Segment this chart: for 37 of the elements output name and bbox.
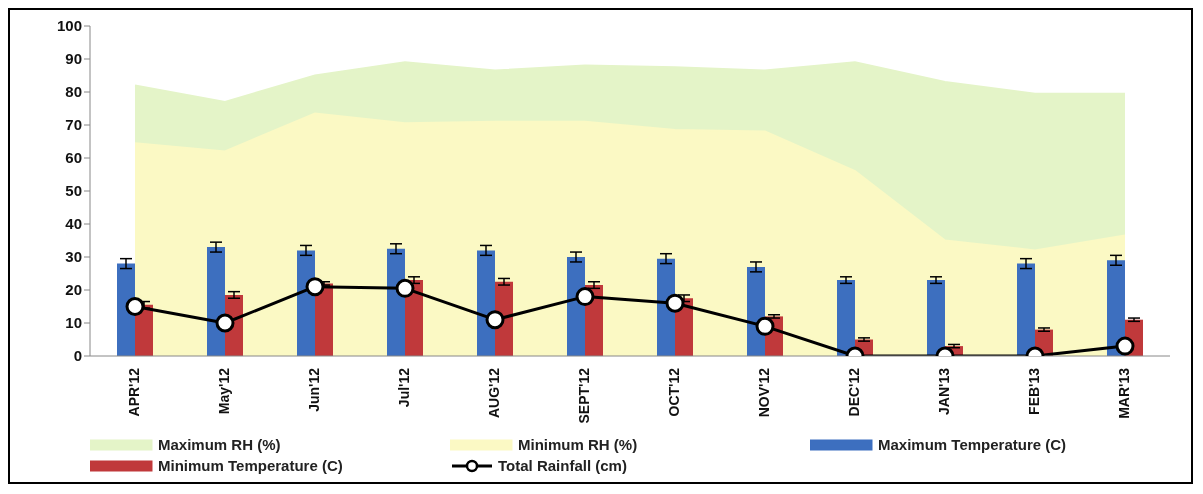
- legend-label: Total Rainfall (cm): [498, 457, 627, 474]
- x-tick-label: AUG'12: [485, 367, 502, 419]
- y-tick-label: 10: [65, 314, 82, 332]
- y-tick-label: 90: [65, 50, 82, 68]
- bar: [477, 250, 495, 356]
- y-tick-label: 70: [65, 116, 82, 134]
- bar: [297, 250, 315, 356]
- x-tick-label: APR'12: [125, 367, 142, 417]
- bar: [1017, 263, 1035, 356]
- y-tick-label: 100: [56, 17, 82, 35]
- y-tick-label: 50: [65, 182, 82, 200]
- bar: [1107, 260, 1125, 356]
- legend-label: Maximum RH (%): [158, 436, 281, 453]
- bar: [117, 263, 135, 356]
- y-tick-label: 20: [65, 281, 82, 299]
- bar: [387, 248, 405, 356]
- x-tick-label: OCT'12: [665, 367, 682, 417]
- bar: [567, 257, 585, 356]
- y-tick-label: 40: [65, 215, 82, 233]
- legend-label: Maximum Temperature (C): [878, 436, 1067, 453]
- legend-label: Minimum Temperature (C): [158, 457, 343, 474]
- x-tick-label: SEPT'12: [575, 367, 592, 424]
- x-tick-label: FEB'13: [1025, 367, 1042, 415]
- x-tick-label: JAN'13: [935, 367, 952, 415]
- y-tick-label: 30: [65, 248, 82, 266]
- x-tick-label: Jun'12: [305, 367, 322, 412]
- bar: [837, 280, 855, 356]
- y-tick-label: 60: [65, 149, 82, 167]
- bar: [927, 280, 945, 356]
- x-tick-label: MAR'13: [1115, 367, 1132, 419]
- x-tick-label: DEC'12: [845, 367, 862, 417]
- y-tick-label: 0: [73, 347, 82, 365]
- x-tick-label: Jul'12: [395, 367, 412, 408]
- x-tick-label: May'12: [215, 367, 232, 415]
- y-tick-label: 80: [65, 83, 82, 101]
- legend-label: Minimum RH (%): [518, 436, 638, 453]
- x-tick-label: NOV'12: [755, 367, 772, 418]
